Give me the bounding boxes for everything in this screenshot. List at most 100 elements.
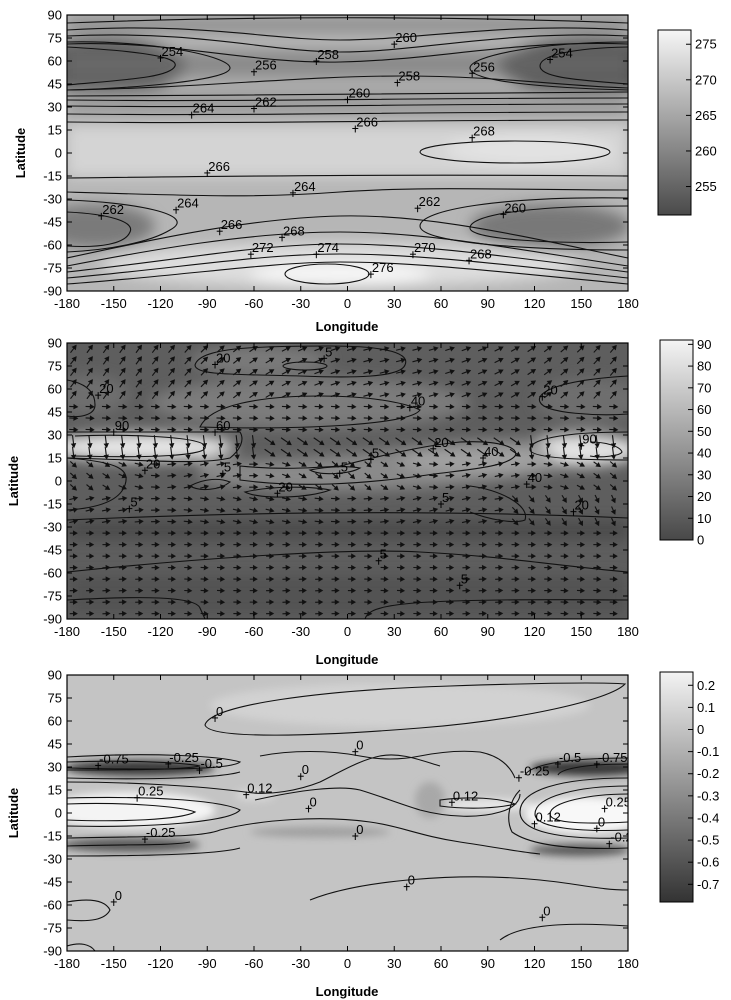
wind-vector-head — [302, 415, 308, 421]
wind-vector-head — [302, 495, 308, 502]
wind-vector-head — [449, 415, 455, 421]
wind-vector-head — [136, 367, 143, 374]
wind-vector-head — [252, 553, 258, 559]
wind-vector-head — [465, 472, 471, 479]
wind-vector-head — [269, 472, 275, 479]
panel-3-axes: -180 -150 -120 -90 -60 -30 0 30 60 90 120 150 180907… — [43, 668, 639, 972]
y-tick-label: 30 — [48, 100, 62, 115]
wind-vector-head — [400, 369, 406, 375]
wind-vector-head — [416, 564, 422, 571]
wind-vector-head — [579, 461, 585, 467]
wind-vector-head — [171, 518, 177, 525]
x-tick-label: 60 — [434, 956, 448, 971]
wind-vector-head — [564, 426, 570, 433]
x-tick-label: 180 — [617, 296, 639, 311]
y-tick-label: 90 — [48, 8, 62, 23]
wind-vector-head — [610, 454, 617, 460]
wind-vector-head — [400, 576, 406, 582]
wind-vector-head — [155, 518, 161, 525]
contour-label: 254 — [551, 45, 573, 60]
wind-vector-head — [514, 564, 520, 571]
wind-vector-head — [120, 367, 126, 374]
contour-label: 0.12 — [536, 810, 561, 825]
wind-vector-head — [318, 369, 324, 375]
wind-vector-head — [562, 356, 569, 363]
x-tick-label: 120 — [524, 296, 546, 311]
wind-vector-head — [253, 403, 259, 410]
wind-vector-head — [531, 415, 537, 421]
wind-vector-head — [561, 497, 567, 503]
y-tick-label: -30 — [43, 192, 62, 207]
wind-vector-head — [498, 507, 504, 513]
wind-vector-head — [416, 346, 423, 352]
wind-vector-head — [72, 553, 78, 559]
wind-vector-head — [580, 415, 586, 421]
wind-vector-head — [416, 587, 422, 594]
wind-vector-head — [236, 484, 242, 490]
wind-vector-head — [155, 472, 161, 479]
wind-vector-head — [514, 357, 520, 363]
wind-vector-head — [400, 610, 406, 617]
wind-vector-head — [465, 610, 471, 617]
wind-vector-head — [596, 541, 602, 548]
wind-vector-head — [514, 576, 520, 582]
wind-vector-head — [400, 599, 406, 605]
wind-vector-head — [367, 599, 373, 605]
wind-vector-head — [186, 356, 192, 362]
wind-vector-head — [530, 357, 537, 363]
wind-vector-head — [449, 346, 455, 352]
panel-3-contours — [67, 682, 628, 951]
wind-vector-head — [219, 345, 225, 351]
wind-vector-head — [531, 461, 537, 467]
contour-label: 256 — [473, 59, 495, 74]
wind-vector-head — [433, 392, 439, 398]
wind-vector-head — [285, 530, 291, 536]
wind-vector-head — [119, 454, 126, 460]
wind-vector-head — [169, 356, 175, 362]
wind-vector-head — [449, 495, 455, 502]
panel-2-vectors — [69, 344, 619, 617]
contour-label: 20 — [146, 456, 160, 471]
wind-vector-head — [187, 599, 193, 605]
wind-vector-head — [367, 541, 373, 548]
wind-vector-head — [351, 507, 357, 513]
y-tick-label: 45 — [48, 405, 62, 420]
wind-vector-head — [563, 473, 569, 479]
x-tick-label: -180 — [54, 956, 80, 971]
wind-vector-head — [234, 454, 240, 460]
contour-label: 260 — [504, 200, 526, 215]
panel-2-xlabel: Longitude — [316, 652, 379, 667]
wind-vector-head — [138, 610, 144, 617]
contour-label: 264 — [193, 101, 215, 116]
wind-vector-head — [138, 530, 144, 536]
contour-label: -0.75 — [99, 751, 129, 766]
wind-vector-head — [103, 443, 109, 449]
wind-vector-head — [384, 403, 390, 410]
wind-vector-head — [466, 403, 472, 410]
wind-vector-head — [186, 344, 192, 351]
wind-vector-head — [220, 530, 226, 536]
wind-vector-head — [269, 553, 275, 559]
wind-vector-head — [87, 454, 93, 460]
wind-vector-head — [383, 518, 390, 525]
wind-vector-head — [122, 415, 128, 421]
wind-vector-head — [449, 518, 455, 525]
wind-vector-head — [187, 530, 193, 536]
wind-vector-head — [498, 426, 504, 433]
wind-vector-head — [335, 403, 341, 410]
wind-vector-head — [71, 473, 77, 480]
wind-vector-head — [612, 530, 618, 536]
contour-label: 260 — [395, 30, 417, 45]
wind-vector-head — [252, 519, 259, 525]
wind-vector-head — [531, 484, 537, 490]
wind-vector-head — [432, 495, 439, 502]
wind-vector-head — [416, 369, 423, 375]
wind-vector-head — [136, 344, 143, 351]
wind-vector-head — [171, 587, 177, 594]
wind-vector-head — [531, 403, 537, 410]
wind-vector-head — [382, 461, 389, 467]
wind-vector-head — [416, 392, 423, 398]
y-tick-label: -15 — [43, 829, 62, 844]
wind-vector-head — [138, 484, 144, 490]
wind-vector-head — [610, 443, 617, 449]
